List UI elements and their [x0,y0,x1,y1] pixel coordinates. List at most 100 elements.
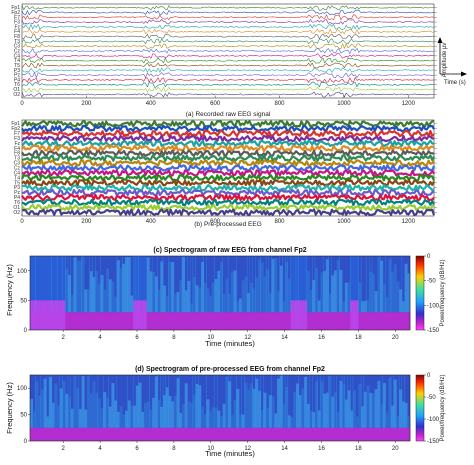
spec-column [114,400,118,428]
spec-low-band [192,312,196,330]
spec-low-band [344,427,348,441]
spec-column [171,401,175,428]
spec-column [279,265,283,313]
spec-low-band [130,312,134,330]
spec-column [38,395,42,428]
pre-eeg-x-ticks: 0 200 400 600 800 1000 1200 [20,213,416,225]
spec-column [366,299,370,313]
spec-column [304,256,308,313]
spec-column [68,396,72,428]
spec-low-band [247,312,251,330]
channel-label-T5: T5 [14,180,20,186]
spec-low-band [138,427,142,441]
x-tick-label: 400 [146,101,157,107]
spec-column [287,278,291,313]
spec-low-band [350,300,354,330]
spec-column [57,405,61,428]
spec-low-band [279,312,283,330]
channel-label-Fp2: Fp2 [11,126,20,132]
spec-low-band [312,427,316,441]
spec-column [271,396,275,428]
spec-column [347,282,351,313]
spec-low-band [176,427,180,441]
spec-low-band [87,312,91,330]
spec-low-band [46,427,50,441]
spec-column [309,290,313,313]
inset-amplitude-label: Amplitude µv [442,43,448,78]
eeg-trace-Cz [21,48,435,54]
spec-low-band [108,427,112,441]
spec-low-band [152,312,156,330]
spec-low-band [127,427,131,441]
spec-column [68,275,72,313]
spec-column [62,380,66,428]
spec-low-band [361,312,365,330]
spec-low-band [353,300,357,330]
spec-low-band [407,312,411,330]
panel-preprocessed-eeg: Fp1Fp2F7F3FzF4F8T3C3CzC4T4T5P3PzP4T6O1O2… [11,119,437,228]
y-tick-label: 50 [20,298,27,304]
spec-column [138,382,142,428]
spec-low-band [255,427,259,441]
x-tick-label: 12 [244,335,251,341]
spec-column [393,264,397,313]
spec-low-band [135,300,139,330]
spec-low-band [30,427,34,441]
spec-column [144,256,148,313]
spec-low-band [328,312,332,330]
x-tick-label: 20 [392,335,399,341]
spec-column [106,268,110,313]
spec-column [122,263,126,313]
spec-column [154,376,158,428]
spec-low-band [374,427,378,441]
spec-low-band [339,312,343,330]
spec-column [192,394,196,428]
eeg-trace-T4 [21,57,435,64]
spec-column [103,289,107,313]
spec-raw-ylabel: Frequency (Hz) [5,264,14,316]
spec-low-band [168,312,172,330]
y-tick-label: 50 [20,413,27,419]
spec-low-band [179,427,183,441]
spec-low-band [228,427,232,441]
eeg-trace-F4 [21,144,435,153]
spec-column [133,256,137,313]
spec-low-band [325,427,329,441]
spec-low-band [201,427,205,441]
colorbar-gradient [415,374,425,442]
spec-column [290,256,294,313]
spec-column [179,412,183,428]
spec-low-band [149,312,153,330]
spec-column [391,405,395,428]
spec-low-band [331,427,335,441]
spec-column [70,408,74,428]
colorbar-tick-label: -50 [427,395,436,401]
x-tick-label: 1000 [337,219,351,225]
spec-low-band [203,427,207,441]
spec-low-band [263,312,267,330]
spec-column [380,404,384,428]
spec-column [141,256,145,313]
spec-column [111,383,115,428]
spec-low-band [320,427,324,441]
spec-low-band [315,427,319,441]
spec-column [135,385,139,428]
eeg-trace-F8 [21,33,434,40]
spec-low-band [30,300,34,330]
spec-low-band [149,427,153,441]
spec-column [287,415,291,428]
spec-column [78,260,82,313]
spec-column [97,398,101,428]
spec-column [87,289,91,313]
spec-low-band [84,427,88,441]
eeg-trace-C3 [20,159,435,167]
x-tick-label: 12 [244,446,251,452]
spec-column [100,408,104,428]
spec-low-band [165,427,169,441]
spec-column [366,385,370,428]
pre-eeg-traces [20,119,436,217]
spec-column [198,287,202,313]
spec-column [336,411,340,428]
spec-column [211,407,215,428]
spec-column [268,395,272,428]
